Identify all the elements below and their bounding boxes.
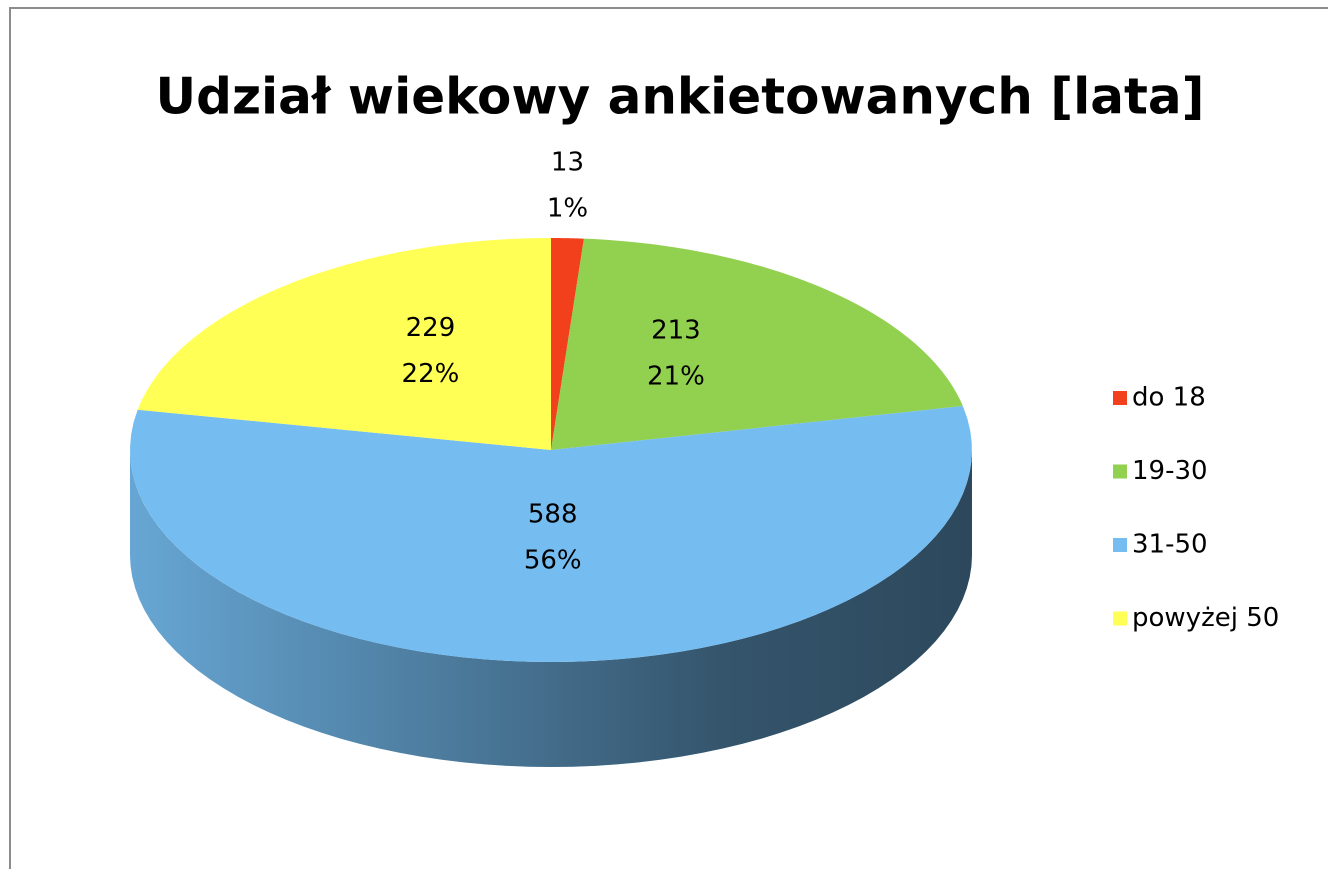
slice (137, 238, 552, 450)
legend-swatch (1113, 391, 1127, 405)
legend-label: 31-50 (1132, 530, 1208, 560)
legend-swatch (1113, 611, 1127, 626)
data-label-percent: 22% (402, 359, 460, 389)
data-label-percent: 56% (524, 545, 582, 575)
data-label: 588 (528, 499, 578, 529)
data-label-percent: 21% (647, 362, 705, 392)
data-label: 13 (551, 148, 584, 178)
legend-swatch (1113, 538, 1127, 552)
legend-label: do 18 (1132, 383, 1206, 413)
slice (551, 238, 963, 450)
slice-side-shade (130, 450, 972, 767)
data-label: 229 (406, 313, 456, 343)
legend-swatch (1113, 464, 1127, 479)
legend-label: 19-30 (1132, 456, 1208, 486)
slice (130, 405, 972, 662)
data-label-percent: 1% (547, 194, 588, 224)
legend-label: powyżej 50 (1132, 603, 1279, 633)
data-label: 213 (651, 316, 701, 346)
chart-title: Udział wiekowy ankietowanych [lata] (156, 68, 1205, 126)
slice (551, 238, 584, 450)
